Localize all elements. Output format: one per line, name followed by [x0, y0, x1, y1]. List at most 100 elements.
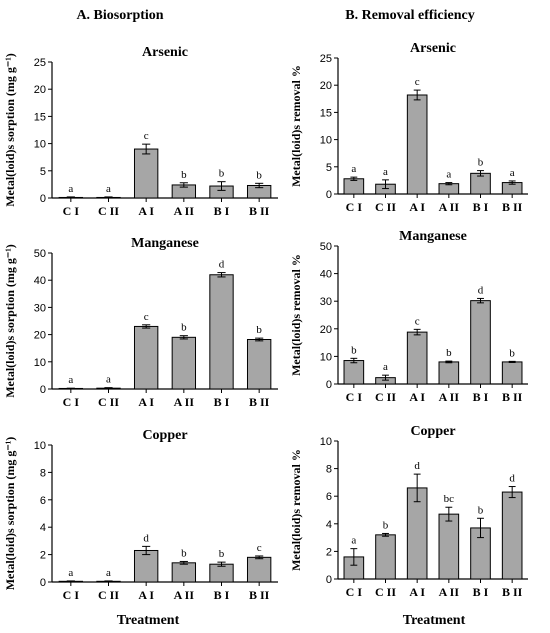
significance-letter: a	[68, 374, 73, 386]
y-tick-label: 0	[326, 379, 332, 391]
bar-aii	[438, 361, 460, 385]
significance-letter: a	[383, 166, 388, 178]
y-axis-label: Metal(loid)s sorption (mg g⁻¹)	[3, 244, 17, 398]
category-label: C II	[375, 200, 396, 214]
chart-panels: Arsenic Metal(loid)s sorption (mg g⁻¹) 0 5 1…	[3, 41, 528, 602]
category-label: B I	[473, 585, 489, 599]
category-label: B II	[249, 588, 270, 602]
y-tick-label: 10	[320, 436, 332, 448]
y-axis-label: Metal(loid)s removal %	[289, 254, 303, 376]
significance-letter: d	[509, 473, 515, 485]
panel-title: Arsenic	[142, 45, 188, 60]
panel-copper-removal: Copper Metal(loid)s removal % 0 2 4 6 8 10 a C I b…	[289, 424, 528, 599]
column-title-biosorption: A. Biosorption	[76, 8, 163, 23]
significance-letter: b	[256, 169, 262, 181]
category-label: C I	[63, 395, 80, 409]
y-tick-label: 8	[326, 464, 332, 476]
significance-letter: a	[510, 167, 515, 179]
y-axis-label: Metal(loid)s sorption (mg g⁻¹)	[3, 53, 17, 207]
category-label: C I	[346, 585, 363, 599]
category-label: C II	[98, 204, 119, 218]
category-label: C I	[346, 200, 363, 214]
category-label: A II	[439, 200, 460, 214]
column-title-removal-efficiency: B. Removal efficiency	[345, 8, 474, 23]
y-tick-label: 8	[40, 467, 46, 479]
significance-letter: b	[446, 347, 452, 359]
category-label: B I	[473, 200, 489, 214]
y-tick-label: 5	[326, 162, 332, 174]
bar-ai	[406, 331, 428, 385]
category-label: A I	[138, 588, 154, 602]
bar-ci	[343, 360, 365, 385]
y-axis-label: Metal(loid)s removal %	[289, 65, 303, 187]
y-tick-label: 4	[326, 519, 332, 531]
significance-letter: a	[106, 567, 111, 579]
significance-letter: b	[478, 157, 484, 169]
y-tick-label: 10	[320, 135, 332, 147]
category-label: C II	[98, 395, 119, 409]
category-label: A I	[409, 390, 425, 404]
bar-bii	[501, 361, 523, 385]
panel-manganese-removal: Manganese Metal(loid)s removal % 0 10 20 30 40…	[289, 229, 528, 404]
significance-letter: a	[68, 183, 73, 195]
y-tick-label: 0	[40, 193, 46, 205]
x-axis-label-right: Treatment	[403, 613, 466, 628]
y-tick-label: 15	[320, 107, 332, 119]
category-label: C II	[375, 585, 396, 599]
y-tick-label: 2	[326, 546, 332, 558]
bar-bi	[470, 300, 491, 385]
y-tick-label: 25	[34, 57, 46, 69]
category-label: A I	[138, 204, 154, 218]
category-label: A II	[439, 390, 460, 404]
bar-ai	[133, 148, 159, 199]
category-label: B I	[214, 588, 230, 602]
significance-letter: b	[181, 322, 187, 334]
y-tick-label: 0	[326, 189, 332, 201]
y-tick-label: 40	[320, 269, 332, 281]
panel-arsenic-removal: Arsenic Metal(loid)s removal % 0 5 10 15 20 25 a…	[289, 41, 528, 214]
y-tick-label: 10	[34, 440, 46, 452]
y-tick-label: 20	[320, 324, 332, 336]
category-label: B II	[249, 204, 270, 218]
y-tick-label: 20	[320, 80, 332, 92]
y-tick-label: 15	[34, 111, 46, 123]
significance-letter: a	[351, 535, 356, 547]
category-label: C I	[346, 390, 363, 404]
y-axis-label: Metal(loid)s sorption (mg g⁻¹)	[3, 437, 17, 591]
panel-title: Copper	[410, 424, 455, 439]
y-tick-label: 20	[34, 84, 46, 96]
bar-ai	[133, 549, 159, 583]
significance-letter: b	[478, 504, 484, 516]
category-label: A I	[409, 585, 425, 599]
y-tick-label: 6	[40, 495, 46, 507]
y-axis-label: Metal(loid)s removal %	[289, 449, 303, 571]
significance-letter: d	[414, 460, 420, 472]
bar-aii	[171, 336, 197, 390]
bar-aii	[171, 562, 197, 583]
panel-title: Arsenic	[410, 41, 456, 56]
bar-cii	[375, 534, 396, 580]
y-tick-label: 30	[34, 302, 46, 314]
significance-letter: c	[144, 311, 149, 323]
significance-letter: b	[383, 519, 389, 531]
significance-letter: a	[446, 169, 451, 181]
bar-ai	[406, 94, 428, 195]
bar-ci	[343, 178, 365, 195]
bar-bii	[246, 556, 272, 583]
bar-bii	[501, 491, 523, 580]
significance-letter: a	[106, 183, 111, 195]
y-tick-label: 0	[40, 577, 46, 589]
category-label: B II	[502, 585, 523, 599]
category-label: C II	[98, 588, 119, 602]
y-tick-label: 0	[40, 384, 46, 396]
y-tick-label: 30	[320, 296, 332, 308]
category-label: A I	[409, 200, 425, 214]
significance-letter: a	[351, 163, 356, 175]
bar-aii	[438, 513, 460, 580]
category-label: B II	[502, 390, 523, 404]
panel-title: Manganese	[399, 229, 467, 244]
panel-copper-biosorption: Copper Metal(loid)s sorption (mg g⁻¹) 0 2 4 6…	[3, 428, 278, 602]
bar-ai	[133, 325, 159, 390]
y-tick-label: 10	[34, 139, 46, 151]
